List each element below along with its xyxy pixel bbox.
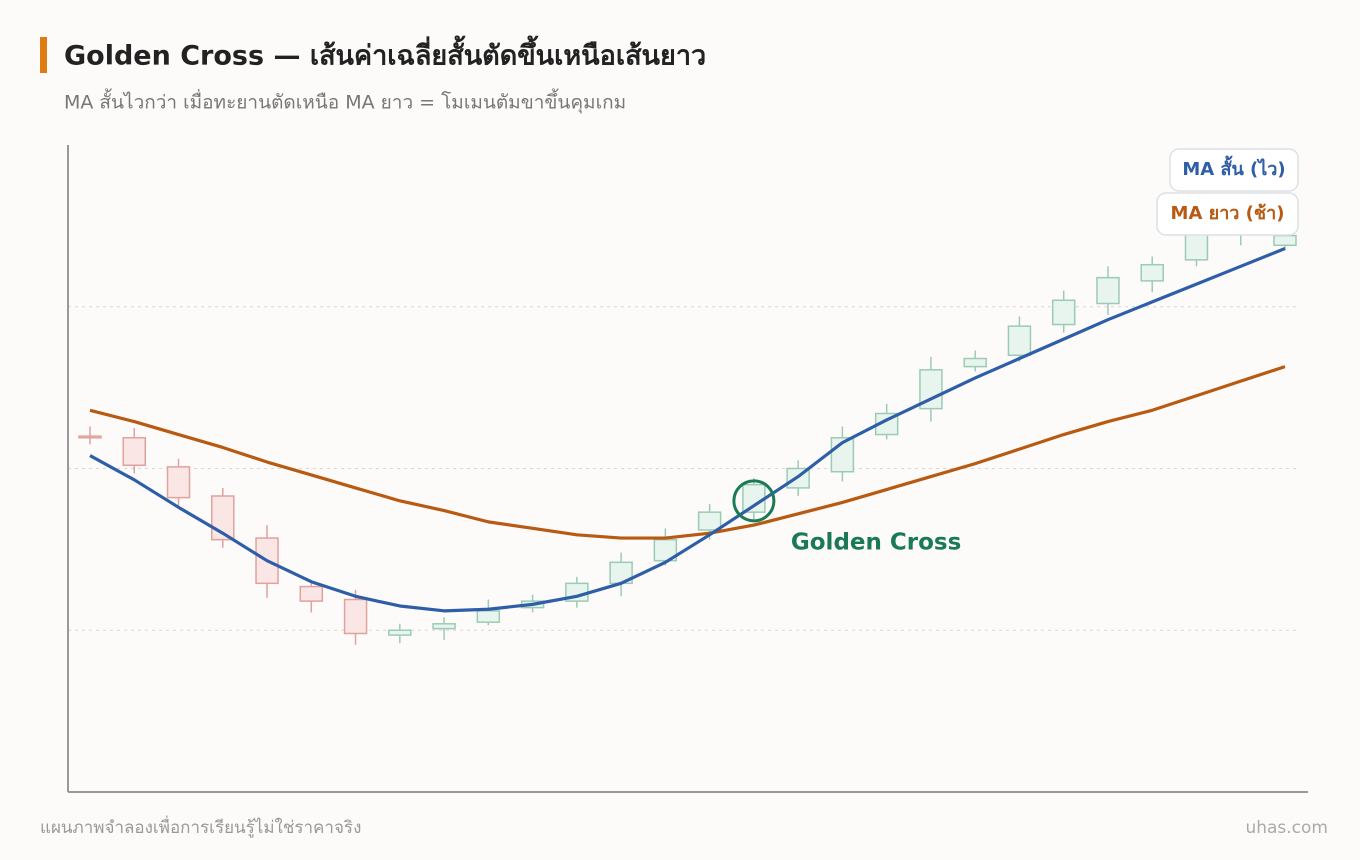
- candle-body: [697, 511, 722, 531]
- legend-label: MA ยาว (ช้า): [1171, 203, 1285, 224]
- candle-body: [1096, 276, 1120, 305]
- candle-body: [166, 466, 191, 499]
- candle-body: [476, 610, 501, 623]
- candle-body: [919, 369, 943, 410]
- chart-subtitle: MA สั้นไวกว่า เมื่อทะยานตัดเหนือ MA ยาว …: [64, 89, 626, 115]
- title-accent: [40, 37, 47, 73]
- candle-body: [122, 437, 147, 467]
- candle-body: [343, 598, 368, 635]
- cross-marker: [732, 479, 776, 523]
- candle-body: [299, 585, 324, 602]
- candle-body: [432, 623, 456, 630]
- candle-body: [1140, 263, 1164, 282]
- source: uhas.com: [1245, 818, 1328, 838]
- candle-body: [1273, 234, 1297, 247]
- candle-body: [1051, 299, 1076, 326]
- candle-body: [388, 629, 412, 636]
- ma-line: [89, 247, 1286, 613]
- legend-box: [1156, 192, 1299, 236]
- footer-note: แผนภาพจำลองเพื่อการเรียนรู้ไม่ใช่ราคาจริ…: [40, 815, 361, 838]
- annotation-label: Golden Cross: [791, 529, 961, 555]
- legend-box: [1169, 148, 1299, 192]
- candle-body: [963, 357, 987, 368]
- candle-body: [742, 483, 766, 513]
- candle-body: [1007, 325, 1032, 357]
- ma-line: [89, 365, 1286, 540]
- legend-label: MA สั้น (ไว): [1182, 155, 1285, 180]
- chart-title: Golden Cross — เส้นค่าเฉลี่ยสั้นตัดขึ้นเ…: [64, 35, 706, 72]
- candle-body: [78, 435, 102, 439]
